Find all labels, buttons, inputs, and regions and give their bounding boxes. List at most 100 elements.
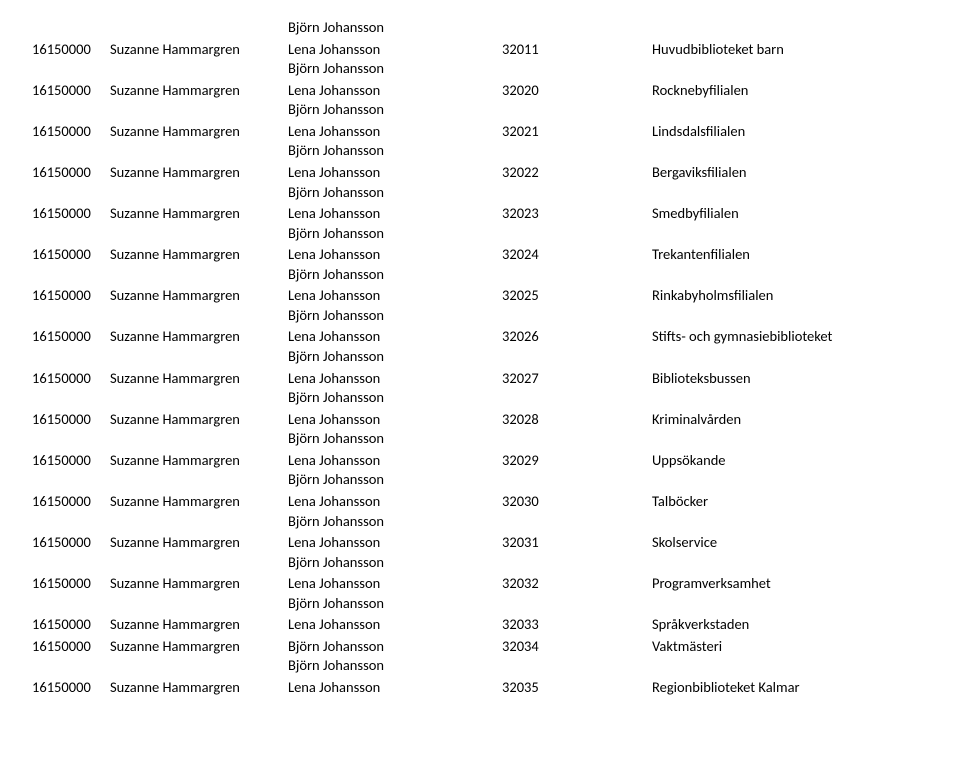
cell-name: Suzanne Hammargren [110,245,288,265]
row-main-line: 16150000Suzanne HammargrenLena Johansson… [32,574,960,594]
cell-desc: Talböcker [652,492,960,512]
cell-desc: Bergaviksfilialen [652,163,960,183]
cell-sub: Lena Johansson [288,245,502,265]
cell-code: 32029 [502,451,652,471]
cell-code: 32032 [502,574,652,594]
cell-name: Suzanne Hammargren [110,451,288,471]
cell-desc: Smedbyfilialen [652,204,960,224]
cell-id: 16150000 [32,122,110,142]
row-second-sub: Björn Johansson [32,470,960,490]
table-row: 16150000Suzanne HammargrenLena Johansson… [32,122,960,161]
table-row: 16150000Suzanne HammargrenBjörn Johansso… [32,637,960,676]
cell-id: 16150000 [32,410,110,430]
row-second-sub: Björn Johansson [32,553,960,573]
row-second-sub: Björn Johansson [32,429,960,449]
table-row: 16150000Suzanne HammargrenLena Johansson… [32,574,960,613]
row-main-line: 16150000Suzanne HammargrenLena Johansson… [32,678,960,698]
cell-sub: Lena Johansson [288,492,502,512]
cell-desc: Rocknebyfilialen [652,81,960,101]
cell-name: Suzanne Hammargren [110,574,288,594]
cell-code: 32025 [502,286,652,306]
cell-id: 16150000 [32,327,110,347]
cell-desc: Huvudbiblioteket barn [652,40,960,60]
row-main-line: 16150000Suzanne HammargrenLena Johansson… [32,451,960,471]
cell-sub: Lena Johansson [288,327,502,347]
cell-sub: Lena Johansson [288,204,502,224]
row-main-line: 16150000Suzanne HammargrenLena Johansson… [32,204,960,224]
cell-sub: Lena Johansson [288,678,502,698]
cell-name: Suzanne Hammargren [110,286,288,306]
cell-sub: Lena Johansson [288,122,502,142]
cell-name: Suzanne Hammargren [110,637,288,657]
cell-sub: Lena Johansson [288,286,502,306]
cell-name: Suzanne Hammargren [110,204,288,224]
cell-desc: Rinkabyholmsfilialen [652,286,960,306]
cell-desc: Biblioteksbussen [652,369,960,389]
cell-desc: Skolservice [652,533,960,553]
cell-code: 32030 [502,492,652,512]
cell-sub: Lena Johansson [288,410,502,430]
cell-desc: Trekantenfilialen [652,245,960,265]
cell-desc: Regionbiblioteket Kalmar [652,678,960,698]
cell-code: 32035 [502,678,652,698]
table-row: 16150000Suzanne HammargrenLena Johansson… [32,678,960,698]
row-main-line: 16150000Suzanne HammargrenLena Johansson… [32,533,960,553]
cell-code: 32034 [502,637,652,657]
table-row: 16150000Suzanne HammargrenLena Johansson… [32,245,960,284]
cell-id: 16150000 [32,637,110,657]
row-second-sub: Björn Johansson [32,347,960,367]
cell-desc: Uppsökande [652,451,960,471]
cell-code: 32031 [502,533,652,553]
row-second-sub: Björn Johansson [32,306,960,326]
cell-code: 32022 [502,163,652,183]
cell-name: Suzanne Hammargren [110,533,288,553]
cell-name: Suzanne Hammargren [110,369,288,389]
cell-sub: Lena Johansson [288,81,502,101]
cell-name: Suzanne Hammargren [110,327,288,347]
cell-id: 16150000 [32,615,110,635]
cell-name: Suzanne Hammargren [110,40,288,60]
cell-code: 32028 [502,410,652,430]
cell-name: Suzanne Hammargren [110,410,288,430]
row-main-line: 16150000Suzanne HammargrenLena Johansson… [32,245,960,265]
cell-code: 32026 [502,327,652,347]
row-second-sub: Björn Johansson [32,512,960,532]
table-row: 16150000Suzanne HammargrenLena Johansson… [32,40,960,79]
cell-code: 32011 [502,40,652,60]
table-row: 16150000Suzanne HammargrenLena Johansson… [32,492,960,531]
table-row: 16150000Suzanne HammargrenLena Johansson… [32,81,960,120]
cell-code: 32027 [502,369,652,389]
cell-name: Suzanne Hammargren [110,678,288,698]
cell-name: Suzanne Hammargren [110,615,288,635]
cell-id: 16150000 [32,533,110,553]
row-main-line: 16150000Suzanne HammargrenLena Johansson… [32,410,960,430]
row-second-sub: Björn Johansson [32,100,960,120]
cell-id: 16150000 [32,574,110,594]
cell-id: 16150000 [32,40,110,60]
table-row: 16150000Suzanne HammargrenLena Johansson… [32,163,960,202]
row-main-line: 16150000Suzanne HammargrenLena Johansson… [32,81,960,101]
row-second-sub: Björn Johansson [32,183,960,203]
cell-sub: Björn Johansson [288,637,502,657]
table-row: 16150000Suzanne HammargrenLena Johansson… [32,615,960,635]
cell-id: 16150000 [32,678,110,698]
cell-id: 16150000 [32,492,110,512]
cell-id: 16150000 [32,451,110,471]
cell-desc: Kriminalvården [652,410,960,430]
orphan-second-sub: Björn Johansson [32,18,960,38]
table-row: 16150000Suzanne HammargrenLena Johansson… [32,410,960,449]
row-main-line: 16150000Suzanne HammargrenBjörn Johansso… [32,637,960,657]
row-main-line: 16150000Suzanne HammargrenLena Johansson… [32,40,960,60]
cell-desc: Vaktmästeri [652,637,960,657]
cell-id: 16150000 [32,163,110,183]
table-row: 16150000Suzanne HammargrenLena Johansson… [32,369,960,408]
cell-code: 32023 [502,204,652,224]
table-row: 16150000Suzanne HammargrenLena Johansson… [32,327,960,366]
cell-name: Suzanne Hammargren [110,122,288,142]
row-second-sub: Björn Johansson [32,656,960,676]
cell-desc: Stifts- och gymnasiebiblioteket [652,327,960,347]
table-row: 16150000Suzanne HammargrenLena Johansson… [32,286,960,325]
cell-sub: Lena Johansson [288,574,502,594]
row-second-sub: Björn Johansson [32,265,960,285]
cell-id: 16150000 [32,81,110,101]
